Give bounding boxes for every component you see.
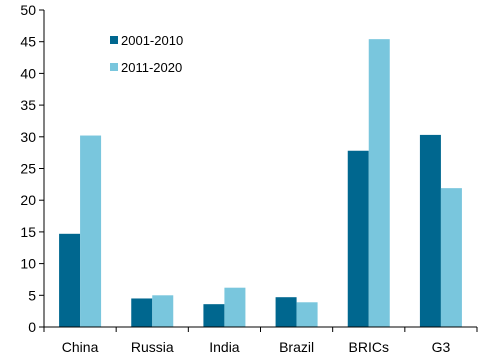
y-axis-ticks: 0 5 10 15 20 25 30 35 40 45 50 [20, 2, 44, 335]
y-tick-label: 45 [20, 34, 36, 50]
bar-series-2 [224, 287, 246, 327]
x-tick-label: India [209, 339, 240, 354]
bars [59, 39, 462, 327]
bar-series-1 [203, 304, 225, 327]
bar-series-1 [275, 297, 297, 327]
bar-series-2 [152, 295, 174, 327]
legend: 2001-2010 2011-2020 [110, 33, 183, 75]
x-tick-label: BRICs [349, 339, 389, 354]
bar-series-1 [59, 233, 81, 327]
y-tick-label: 5 [28, 287, 36, 303]
y-tick-label: 30 [20, 129, 36, 145]
x-tick-label: Russia [131, 339, 174, 354]
y-tick-label: 0 [28, 319, 36, 335]
bar-series-1 [131, 298, 153, 327]
y-tick-label: 35 [20, 97, 36, 113]
legend-label: 2011-2020 [121, 60, 182, 75]
x-tick-label: G3 [432, 339, 451, 354]
y-tick-label: 15 [20, 224, 36, 240]
y-tick-label: 10 [20, 256, 36, 272]
y-tick-label: 50 [20, 2, 36, 18]
bar-series-2 [80, 135, 102, 327]
bar-series-2 [296, 302, 318, 327]
legend-swatch [110, 36, 118, 44]
y-tick-label: 20 [20, 192, 36, 208]
legend-swatch [110, 63, 118, 71]
bar-series-2 [368, 39, 390, 327]
x-axis-ticks: China Russia India Brazil BRICs G3 [43, 327, 478, 354]
legend-label: 2001-2010 [121, 33, 183, 48]
bar-series-1 [419, 134, 441, 327]
bar-series-2 [440, 188, 462, 327]
y-tick-label: 25 [20, 161, 36, 177]
x-tick-label: China [62, 339, 99, 354]
bar-series-1 [347, 150, 369, 327]
y-tick-label: 40 [20, 65, 36, 81]
x-tick-label: Brazil [279, 339, 314, 354]
